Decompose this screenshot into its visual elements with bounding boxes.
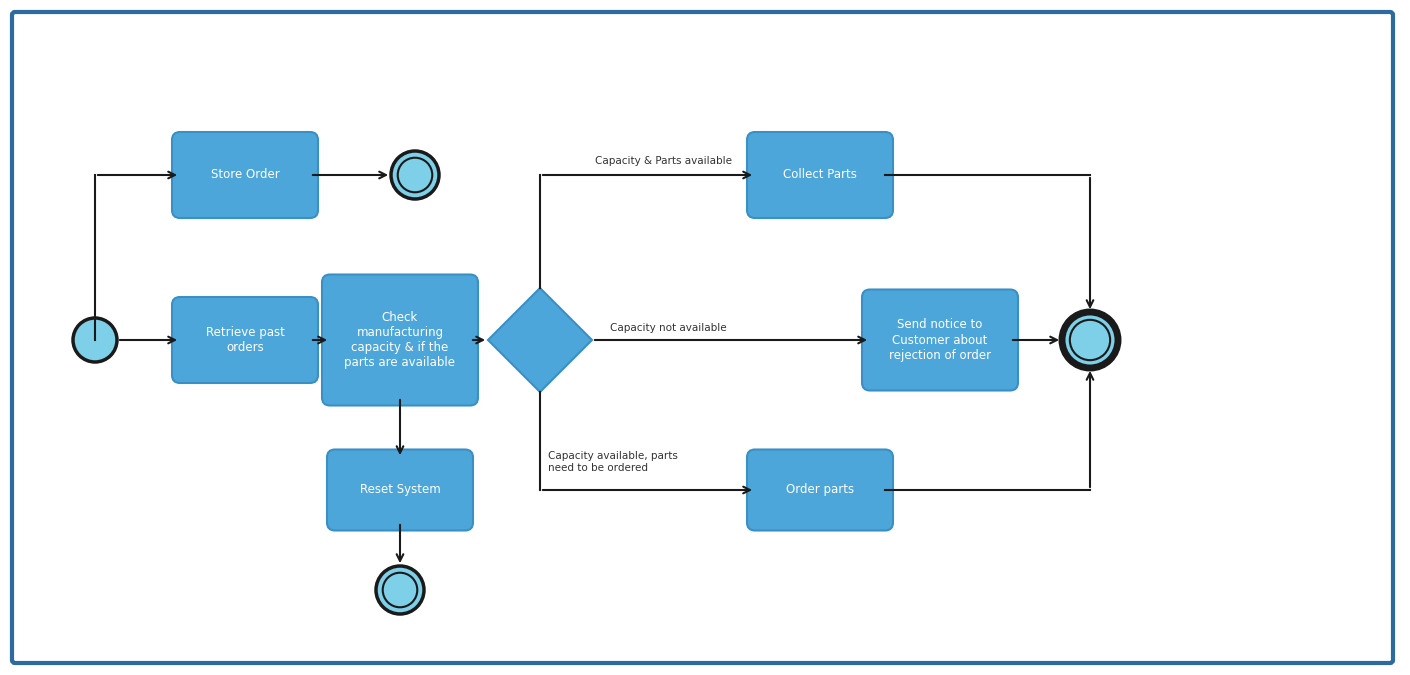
Circle shape [391, 151, 439, 199]
Text: Retrieve past
orders: Retrieve past orders [206, 326, 285, 354]
FancyBboxPatch shape [327, 450, 472, 531]
Circle shape [1070, 320, 1110, 360]
Text: Store Order: Store Order [210, 169, 279, 182]
Text: Check
manufacturing
capacity & if the
parts are available: Check manufacturing capacity & if the pa… [344, 311, 455, 369]
FancyBboxPatch shape [172, 132, 319, 218]
FancyBboxPatch shape [747, 450, 893, 531]
Circle shape [376, 566, 424, 614]
Circle shape [73, 318, 117, 362]
Circle shape [382, 572, 417, 608]
FancyBboxPatch shape [321, 275, 478, 406]
FancyBboxPatch shape [747, 132, 893, 218]
Text: Send notice to
Customer about
rejection of order: Send notice to Customer about rejection … [888, 319, 991, 362]
Text: Reset System: Reset System [360, 483, 440, 497]
Polygon shape [488, 288, 592, 392]
Text: Order parts: Order parts [785, 483, 854, 497]
Circle shape [1062, 312, 1118, 368]
Text: Capacity available, parts
need to be ordered: Capacity available, parts need to be ord… [548, 451, 678, 472]
FancyBboxPatch shape [13, 12, 1393, 663]
FancyBboxPatch shape [862, 290, 1018, 391]
Circle shape [398, 158, 433, 192]
Text: Capacity & Parts available: Capacity & Parts available [595, 156, 732, 166]
Text: Collect Parts: Collect Parts [783, 169, 857, 182]
FancyBboxPatch shape [172, 297, 319, 383]
Text: Capacity not available: Capacity not available [611, 323, 726, 333]
